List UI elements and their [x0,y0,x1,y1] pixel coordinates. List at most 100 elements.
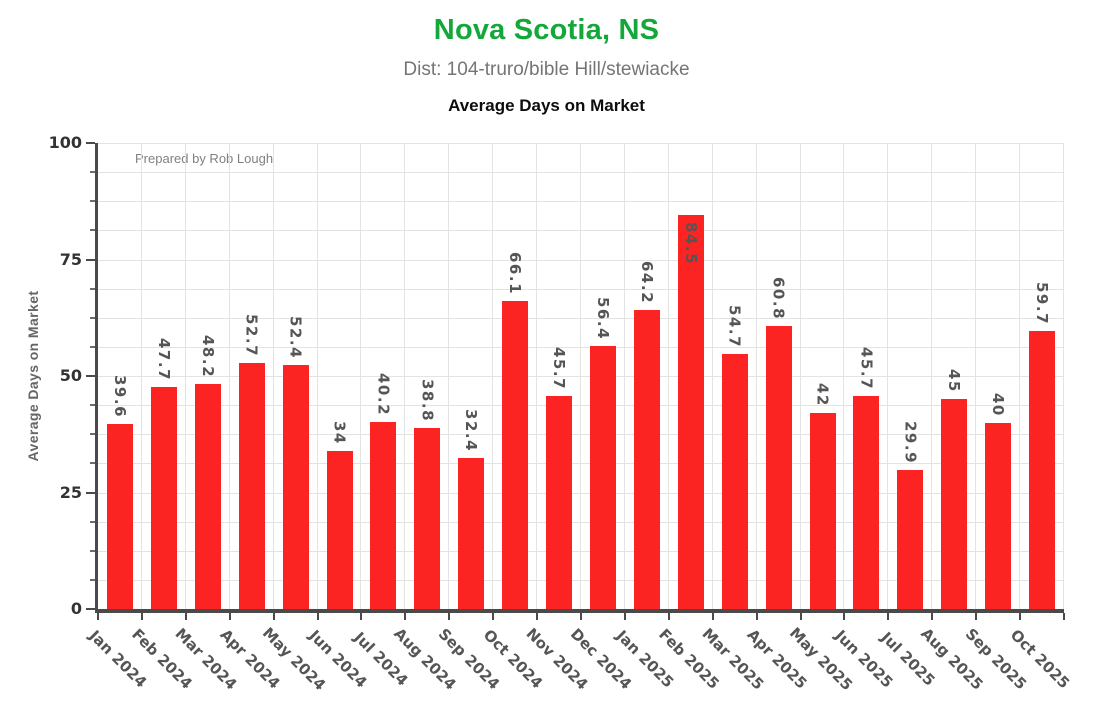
gridline-vertical [711,143,713,609]
gridline-horizontal [98,288,1064,290]
bar [589,346,616,609]
bar-value-label: 54.7 [725,305,744,349]
bar [809,413,836,609]
y-axis-minor-tick [90,520,95,523]
gridline-horizontal [98,259,1064,261]
y-axis-minor-tick [90,549,95,552]
x-axis-tick [140,613,143,620]
bar-value-label: 59.7 [1033,281,1052,325]
gridline-horizontal [98,434,1064,436]
gridline-vertical [799,143,801,609]
bar-value-label: 40 [989,392,1008,417]
bar [853,396,880,609]
y-axis-minor-tick [90,316,95,319]
y-axis-minor-tick [90,287,95,290]
gridline-horizontal [98,201,1064,203]
gridline-vertical [536,143,538,609]
gridline-horizontal [98,230,1064,232]
chart-header: Nova Scotia, NS Dist: 104-truro/bible Hi… [0,0,1093,116]
bar [546,396,573,609]
page-title: Nova Scotia, NS [433,14,660,46]
y-axis-major-tick [86,608,95,610]
bar-value-label: 45.7 [550,347,569,391]
bar-value-label: 42 [813,383,832,408]
gridline-vertical [1063,143,1064,609]
x-axis-tick [799,613,802,620]
gridline-vertical [272,143,274,609]
bar [677,215,704,609]
bar [897,469,924,609]
x-axis-tick [711,613,714,620]
bar [633,309,660,609]
bar-value-label: 47.7 [154,337,173,381]
gridline-vertical [448,143,450,609]
gridline-horizontal [98,463,1064,465]
bar-value-label: 39.6 [110,375,129,419]
y-axis-minor-tick [90,171,95,174]
bar-value-label: 56.4 [593,297,612,341]
x-axis-tick [975,613,978,620]
y-tick-label: 100 [48,133,82,152]
bar-value-label: 52.4 [286,315,305,359]
bar [721,354,748,609]
y-tick-label: 0 [70,599,82,618]
gridline-vertical [316,143,318,609]
bar-value-label: 45.7 [857,347,876,391]
plot-area: Prepared by Rob Lough 39.6 47.7 48.2 52.7 52… [95,143,1064,613]
x-axis-tick [184,613,187,620]
y-axis-major-tick [86,491,95,494]
gridline-horizontal [98,579,1064,581]
y-axis-major-tick [86,258,95,261]
bar-value-label: 38.8 [418,379,437,423]
gridline-horizontal [98,143,1064,144]
gridline-vertical [755,143,757,609]
x-axis-tick [931,613,934,620]
bar [1029,330,1056,609]
gridline-horizontal [98,172,1064,174]
y-axis-minor-tick [90,433,95,436]
x-axis-tick [536,613,539,620]
bar-value-label: 32.4 [462,409,481,453]
bar [282,364,309,609]
x-axis-tick [272,613,275,620]
x-axis-tick [1063,613,1065,620]
x-axis-tick [580,613,582,620]
bar [238,363,265,609]
bar [106,424,133,609]
y-axis-major-tick [86,142,95,144]
gridline-horizontal [98,550,1064,552]
bar-value-label: 45 [945,369,964,394]
x-axis-tick [316,613,319,620]
bar-value-label: 48.2 [198,335,217,379]
x-axis-tick [887,613,890,620]
gridline-horizontal [98,405,1064,407]
gridline-vertical [667,143,669,609]
bar-value-label: 84.5 [681,222,700,266]
x-axis-tick [404,613,407,620]
y-axis-minor-tick [90,229,95,232]
gridline-vertical [360,143,362,609]
gridline-vertical [228,143,230,609]
x-axis-tick [448,613,451,620]
x-axis-tick [1019,613,1022,620]
gridline-vertical [404,143,406,609]
bar-value-label: 52.7 [242,314,261,358]
gridline-horizontal [98,521,1064,523]
x-axis-tick [228,613,231,620]
bar-value-label: 34 [330,420,349,445]
bar [370,421,397,609]
x-axis-tick [360,613,363,620]
bar [414,428,441,609]
district-subtitle: Dist: 104-truro/bible Hill/stewiacke [403,59,690,80]
y-tick-label: 50 [59,366,82,385]
y-axis-minor-tick [90,200,95,203]
gridline-vertical [975,143,977,609]
gridline-vertical [623,143,625,609]
bar-value-label: 66.1 [506,251,525,295]
bar [458,458,485,609]
x-axis-tick [667,613,670,620]
gridline-horizontal [98,317,1064,319]
y-tick-label: 25 [59,482,82,502]
y-axis-major-tick [86,375,95,377]
